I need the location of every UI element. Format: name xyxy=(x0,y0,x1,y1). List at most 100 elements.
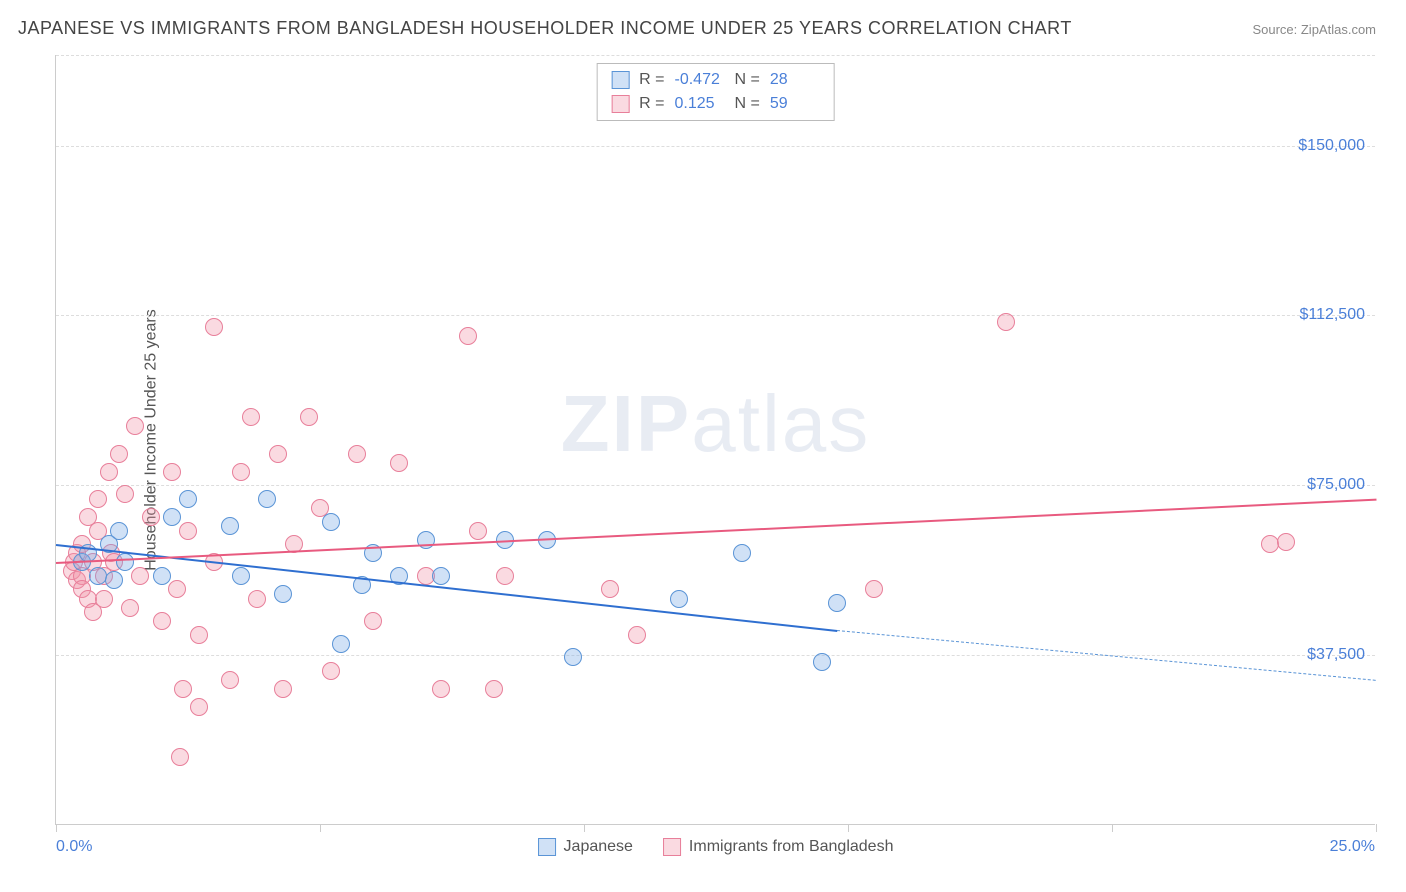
scatter-point-bangladesh xyxy=(126,417,144,435)
x-axis-min-label: 0.0% xyxy=(56,838,92,856)
legend-label-japanese: Japanese xyxy=(564,838,633,856)
scatter-point-japanese xyxy=(274,585,292,603)
watermark-atlas: atlas xyxy=(691,379,870,468)
scatter-point-bangladesh xyxy=(242,408,260,426)
legend-swatch-bangladesh xyxy=(663,838,681,856)
n-value-japanese: 28 xyxy=(770,68,820,92)
y-tick-label: $37,500 xyxy=(1307,646,1365,664)
scatter-point-bangladesh xyxy=(274,680,292,698)
scatter-point-bangladesh xyxy=(121,599,139,617)
scatter-point-japanese xyxy=(322,513,340,531)
stats-row-bangladesh: R = 0.125 N = 59 xyxy=(611,92,820,116)
legend-label-bangladesh: Immigrants from Bangladesh xyxy=(689,838,894,856)
scatter-point-bangladesh xyxy=(601,580,619,598)
scatter-point-bangladesh xyxy=(432,680,450,698)
correlation-stats-box: R = -0.472 N = 28 R = 0.125 N = 59 xyxy=(596,63,835,121)
watermark: ZIPatlas xyxy=(561,378,870,470)
r-label: R = xyxy=(639,68,664,92)
swatch-bangladesh xyxy=(611,95,629,113)
scatter-point-bangladesh xyxy=(248,590,266,608)
scatter-point-bangladesh xyxy=(348,445,366,463)
x-tick xyxy=(1112,824,1113,832)
x-tick xyxy=(848,824,849,832)
scatter-point-japanese xyxy=(221,517,239,535)
legend-item-bangladesh: Immigrants from Bangladesh xyxy=(663,838,894,856)
x-tick xyxy=(56,824,57,832)
scatter-point-bangladesh xyxy=(322,662,340,680)
gridline xyxy=(56,146,1375,147)
chart-title: JAPANESE VS IMMIGRANTS FROM BANGLADESH H… xyxy=(18,18,1072,39)
scatter-point-japanese xyxy=(670,590,688,608)
scatter-point-bangladesh xyxy=(89,490,107,508)
n-value-bangladesh: 59 xyxy=(770,92,820,116)
legend-item-japanese: Japanese xyxy=(538,838,633,856)
n-label: N = xyxy=(735,92,760,116)
swatch-japanese xyxy=(611,71,629,89)
scatter-point-bangladesh xyxy=(364,612,382,630)
gridline xyxy=(56,315,1375,316)
scatter-point-bangladesh xyxy=(110,445,128,463)
x-axis-max-label: 25.0% xyxy=(1330,838,1375,856)
scatter-point-japanese xyxy=(163,508,181,526)
watermark-zip: ZIP xyxy=(561,379,691,468)
r-label: R = xyxy=(639,92,664,116)
scatter-point-bangladesh xyxy=(168,580,186,598)
scatter-point-bangladesh xyxy=(100,463,118,481)
scatter-point-japanese xyxy=(432,567,450,585)
scatter-point-bangladesh xyxy=(269,445,287,463)
scatter-point-japanese xyxy=(828,594,846,612)
scatter-point-bangladesh xyxy=(221,671,239,689)
scatter-point-bangladesh xyxy=(997,313,1015,331)
scatter-point-bangladesh xyxy=(190,626,208,644)
stats-row-japanese: R = -0.472 N = 28 xyxy=(611,68,820,92)
y-tick-label: $112,500 xyxy=(1299,306,1365,324)
scatter-point-bangladesh xyxy=(116,485,134,503)
gridline xyxy=(56,485,1375,486)
trend-line xyxy=(56,499,1376,564)
scatter-point-bangladesh xyxy=(163,463,181,481)
scatter-point-japanese xyxy=(105,571,123,589)
y-tick-label: $150,000 xyxy=(1298,137,1365,155)
scatter-point-bangladesh xyxy=(300,408,318,426)
scatter-point-japanese xyxy=(564,648,582,666)
r-value-japanese: -0.472 xyxy=(675,68,725,92)
scatter-point-bangladesh xyxy=(179,522,197,540)
scatter-point-bangladesh xyxy=(1277,533,1295,551)
scatter-point-japanese xyxy=(110,522,128,540)
scatter-point-bangladesh xyxy=(496,567,514,585)
scatter-point-bangladesh xyxy=(390,454,408,472)
gridline xyxy=(56,655,1375,656)
x-tick xyxy=(320,824,321,832)
scatter-point-bangladesh xyxy=(142,508,160,526)
x-tick xyxy=(584,824,585,832)
scatter-point-bangladesh xyxy=(469,522,487,540)
scatter-point-japanese xyxy=(813,653,831,671)
scatter-point-japanese xyxy=(179,490,197,508)
scatter-point-bangladesh xyxy=(190,698,208,716)
legend-swatch-japanese xyxy=(538,838,556,856)
scatter-point-bangladesh xyxy=(95,590,113,608)
x-tick xyxy=(1376,824,1377,832)
chart-plot-area: Householder Income Under 25 years ZIPatl… xyxy=(55,55,1375,825)
scatter-point-japanese xyxy=(733,544,751,562)
scatter-point-bangladesh xyxy=(865,580,883,598)
scatter-point-bangladesh xyxy=(153,612,171,630)
source-label: Source: ZipAtlas.com xyxy=(1252,22,1376,37)
scatter-point-bangladesh xyxy=(174,680,192,698)
n-label: N = xyxy=(735,68,760,92)
scatter-point-bangladesh xyxy=(131,567,149,585)
scatter-point-japanese xyxy=(332,635,350,653)
y-axis-title: Householder Income Under 25 years xyxy=(143,309,161,570)
scatter-point-bangladesh xyxy=(628,626,646,644)
y-tick-label: $75,000 xyxy=(1307,476,1365,494)
scatter-point-japanese xyxy=(153,567,171,585)
scatter-point-bangladesh xyxy=(459,327,477,345)
bottom-legend: Japanese Immigrants from Bangladesh xyxy=(538,838,894,856)
scatter-point-bangladesh xyxy=(171,748,189,766)
scatter-point-japanese xyxy=(258,490,276,508)
scatter-point-bangladesh xyxy=(232,463,250,481)
scatter-point-japanese xyxy=(232,567,250,585)
scatter-point-bangladesh xyxy=(205,318,223,336)
r-value-bangladesh: 0.125 xyxy=(675,92,725,116)
scatter-point-bangladesh xyxy=(485,680,503,698)
